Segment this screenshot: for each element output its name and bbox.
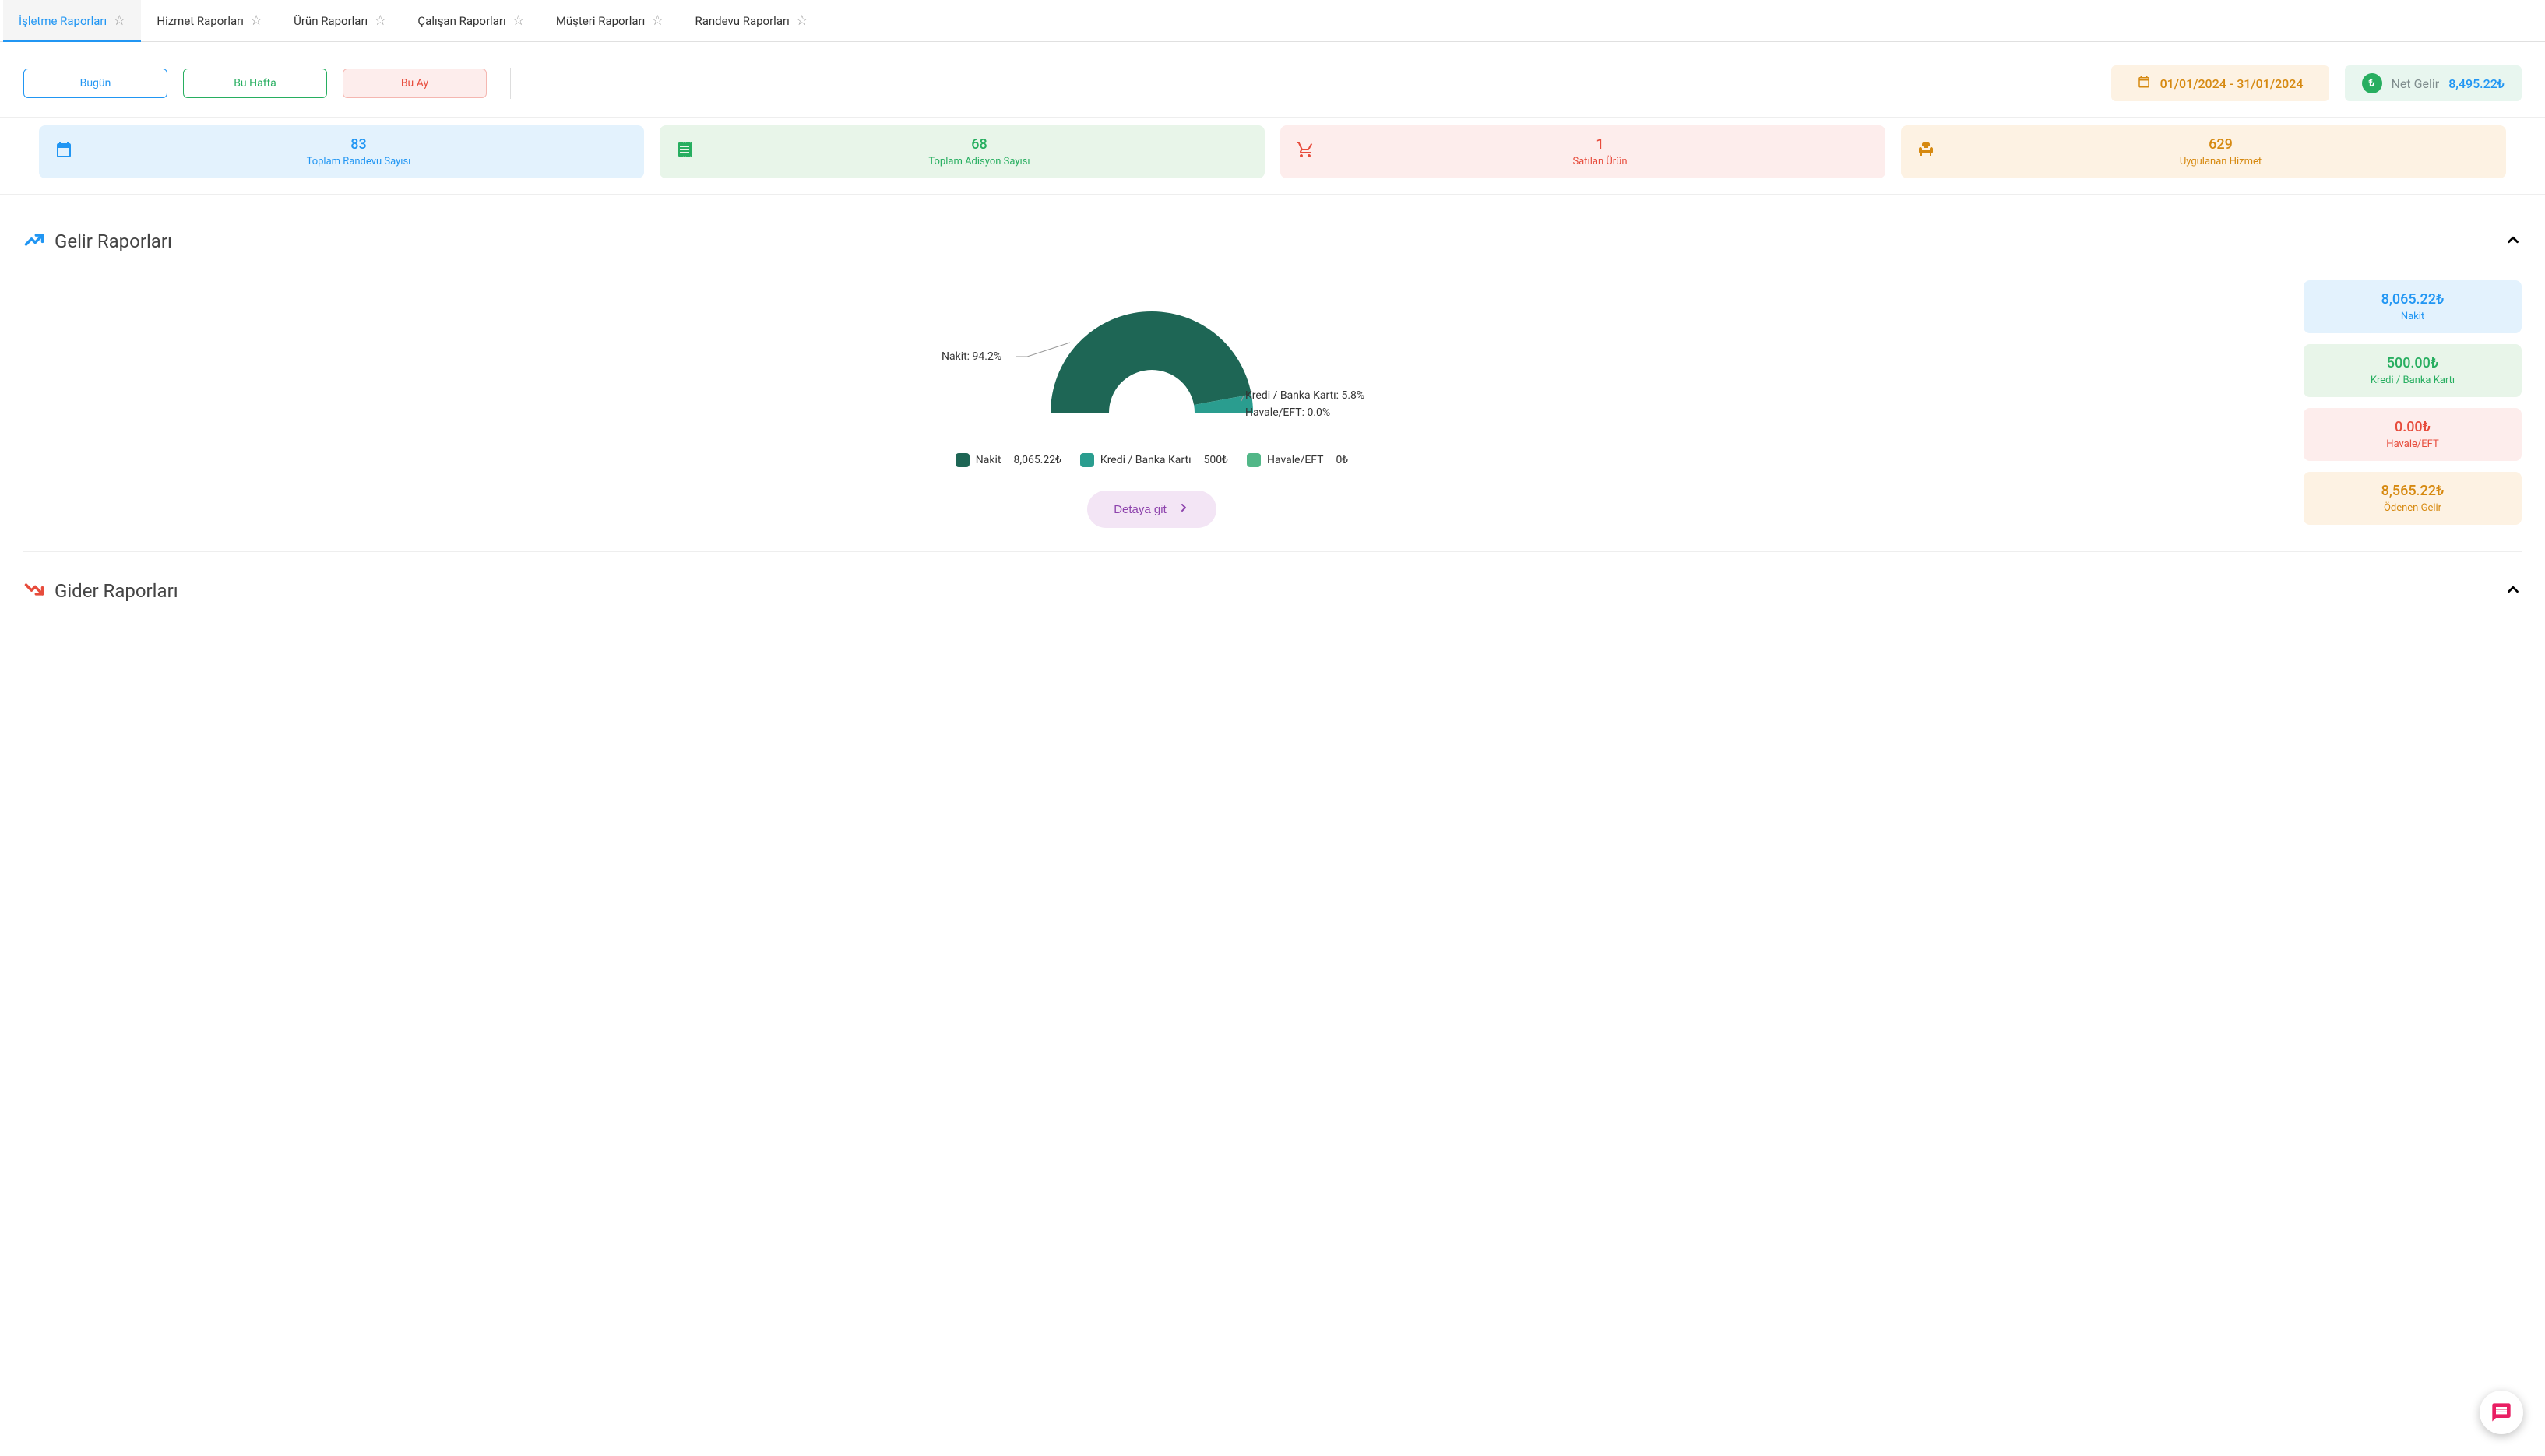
side-card-value: 8,565.22₺ xyxy=(2314,483,2511,499)
expense-section: Gider Raporları xyxy=(0,560,2545,622)
tab-1[interactable]: Hizmet Raporları ☆ xyxy=(141,0,278,41)
donut-chart: Nakit: 94.2% Kredi / Banka Kartı: 5.8% H… xyxy=(934,280,1370,439)
tab-0[interactable]: İşletme Raporları ☆ xyxy=(3,0,141,41)
date-range-text: 01/01/2024 - 31/01/2024 xyxy=(2160,76,2304,91)
side-card-3[interactable]: 8,565.22₺ Ödenen Gelir xyxy=(2304,472,2522,525)
chevron-up-icon[interactable] xyxy=(2505,581,2522,602)
tab-2[interactable]: Ürün Raporları ☆ xyxy=(278,0,402,41)
legend-item-2: Havale/EFT 0₺ xyxy=(1247,453,1348,467)
stat-card-0[interactable]: 83 Toplam Randevu Sayısı xyxy=(39,125,644,178)
stat-card-1[interactable]: 68 Toplam Adisyon Sayısı xyxy=(660,125,1265,178)
toolbar: Bugün Bu Hafta Bu Ay 01/01/2024 - 31/01/20… xyxy=(0,50,2545,118)
stat-value: 1 xyxy=(1330,136,1870,153)
stat-value: 83 xyxy=(89,136,628,153)
star-icon[interactable]: ☆ xyxy=(796,12,808,29)
stat-label: Toplam Randevu Sayısı xyxy=(89,156,628,167)
stat-label: Uygulanan Hizmet xyxy=(1951,156,2490,167)
income-section-title: Gelir Raporları xyxy=(55,230,172,252)
range-button-0[interactable]: Bugün xyxy=(23,69,167,98)
legend-name: Kredi / Banka Kartı xyxy=(1100,454,1192,466)
legend-swatch-icon xyxy=(1247,453,1261,467)
detail-button-label: Detaya git xyxy=(1114,503,1167,516)
income-chart-row: Nakit: 94.2% Kredi / Banka Kartı: 5.8% H… xyxy=(23,265,2522,552)
chevron-up-icon[interactable] xyxy=(2505,231,2522,252)
income-section: Gelir Raporları Nakit: 94.2% Kredi / Ban… xyxy=(0,210,2545,560)
star-icon[interactable]: ☆ xyxy=(512,12,525,29)
side-card-value: 500.00₺ xyxy=(2314,355,2511,371)
legend-item-1: Kredi / Banka Kartı 500₺ xyxy=(1080,453,1228,467)
stat-card-2[interactable]: 1 Satılan Ürün xyxy=(1280,125,1885,178)
side-card-0[interactable]: 8,065.22₺ Nakit xyxy=(2304,280,2522,333)
tab-label: Ürün Raporları xyxy=(294,14,368,28)
star-icon[interactable]: ☆ xyxy=(651,12,664,29)
net-income-label: Net Gelir xyxy=(2392,76,2440,91)
stat-label: Satılan Ürün xyxy=(1330,156,1870,167)
calendar-icon xyxy=(2137,75,2151,92)
detail-button[interactable]: Detaya git xyxy=(1087,491,1216,528)
callout-kredi: Kredi / Banka Kartı: 5.8% xyxy=(1245,389,1364,402)
stat-value: 68 xyxy=(709,136,1249,153)
side-card-2[interactable]: 0.00₺ Havale/EFT xyxy=(2304,408,2522,461)
tab-5[interactable]: Randevu Raporları ☆ xyxy=(679,0,823,41)
side-card-value: 8,065.22₺ xyxy=(2314,291,2511,308)
cart-icon xyxy=(1296,140,1315,164)
trend-up-icon xyxy=(23,229,45,254)
star-icon[interactable]: ☆ xyxy=(250,12,262,29)
date-range-pill[interactable]: 01/01/2024 - 31/01/2024 xyxy=(2111,65,2329,101)
tab-label: Müşteri Raporları xyxy=(556,14,646,28)
legend-item-0: Nakit 8,065.22₺ xyxy=(956,453,1061,467)
income-section-header[interactable]: Gelir Raporları xyxy=(23,218,2522,265)
legend-swatch-icon xyxy=(1080,453,1094,467)
range-button-1[interactable]: Bu Hafta xyxy=(183,69,327,98)
tab-label: Çalışan Raporları xyxy=(417,14,505,28)
expense-section-header[interactable]: Gider Raporları xyxy=(23,568,2522,614)
side-card-label: Havale/EFT xyxy=(2314,438,2511,450)
stat-label: Toplam Adisyon Sayısı xyxy=(709,156,1249,167)
side-card-value: 0.00₺ xyxy=(2314,419,2511,435)
calendar-icon xyxy=(55,140,73,164)
legend-amount: 500₺ xyxy=(1204,454,1228,466)
side-card-1[interactable]: 500.00₺ Kredi / Banka Kartı xyxy=(2304,344,2522,397)
report-tabs: İşletme Raporları☆Hizmet Raporları☆Ürün … xyxy=(0,0,2545,42)
tab-4[interactable]: Müşteri Raporları ☆ xyxy=(540,0,680,41)
receipt-icon xyxy=(675,140,694,164)
legend-amount: 0₺ xyxy=(1336,454,1349,466)
chevron-right-icon xyxy=(1177,501,1190,517)
legend-name: Nakit xyxy=(976,454,1001,466)
side-card-label: Ödenen Gelir xyxy=(2314,502,2511,514)
tab-label: İşletme Raporları xyxy=(19,14,107,28)
income-chart-area: Nakit: 94.2% Kredi / Banka Kartı: 5.8% H… xyxy=(23,280,2280,528)
side-card-label: Nakit xyxy=(2314,311,2511,322)
side-card-label: Kredi / Banka Kartı xyxy=(2314,375,2511,386)
callout-nakit: Nakit: 94.2% xyxy=(942,350,1001,363)
trend-down-icon xyxy=(23,579,45,603)
callout-havale: Havale/EFT: 0.0% xyxy=(1245,406,1330,419)
chat-fab[interactable] xyxy=(2480,1391,2523,1434)
stat-card-3[interactable]: 629 Uygulanan Hizmet xyxy=(1901,125,2506,178)
tab-label: Randevu Raporları xyxy=(695,14,789,28)
net-income-value: 8,495.22₺ xyxy=(2448,76,2505,91)
toolbar-divider xyxy=(510,68,511,99)
tab-label: Hizmet Raporları xyxy=(157,14,244,28)
expense-section-title: Gider Raporları xyxy=(55,580,178,602)
summary-stats: 83 Toplam Randevu Sayısı 68 Toplam Adisyon … xyxy=(0,125,2545,195)
legend-swatch-icon xyxy=(956,453,970,467)
chat-icon xyxy=(2490,1401,2512,1423)
legend-name: Havale/EFT xyxy=(1267,454,1324,466)
star-icon[interactable]: ☆ xyxy=(113,12,125,29)
range-button-2[interactable]: Bu Ay xyxy=(343,69,487,98)
stat-value: 629 xyxy=(1951,136,2490,153)
legend-amount: 8,065.22₺ xyxy=(1013,454,1061,466)
income-side-cards: 8,065.22₺ Nakit 500.00₺ Kredi / Banka Kartı… xyxy=(2304,280,2522,528)
currency-badge-icon: ₺ xyxy=(2362,73,2382,93)
net-income-pill: ₺ Net Gelir 8,495.22₺ xyxy=(2345,65,2522,101)
tab-3[interactable]: Çalışan Raporları ☆ xyxy=(402,0,540,41)
star-icon[interactable]: ☆ xyxy=(374,12,386,29)
chart-legend: Nakit 8,065.22₺ Kredi / Banka Kartı 500₺ Hav… xyxy=(956,453,1348,467)
chair-icon xyxy=(1917,140,1935,164)
